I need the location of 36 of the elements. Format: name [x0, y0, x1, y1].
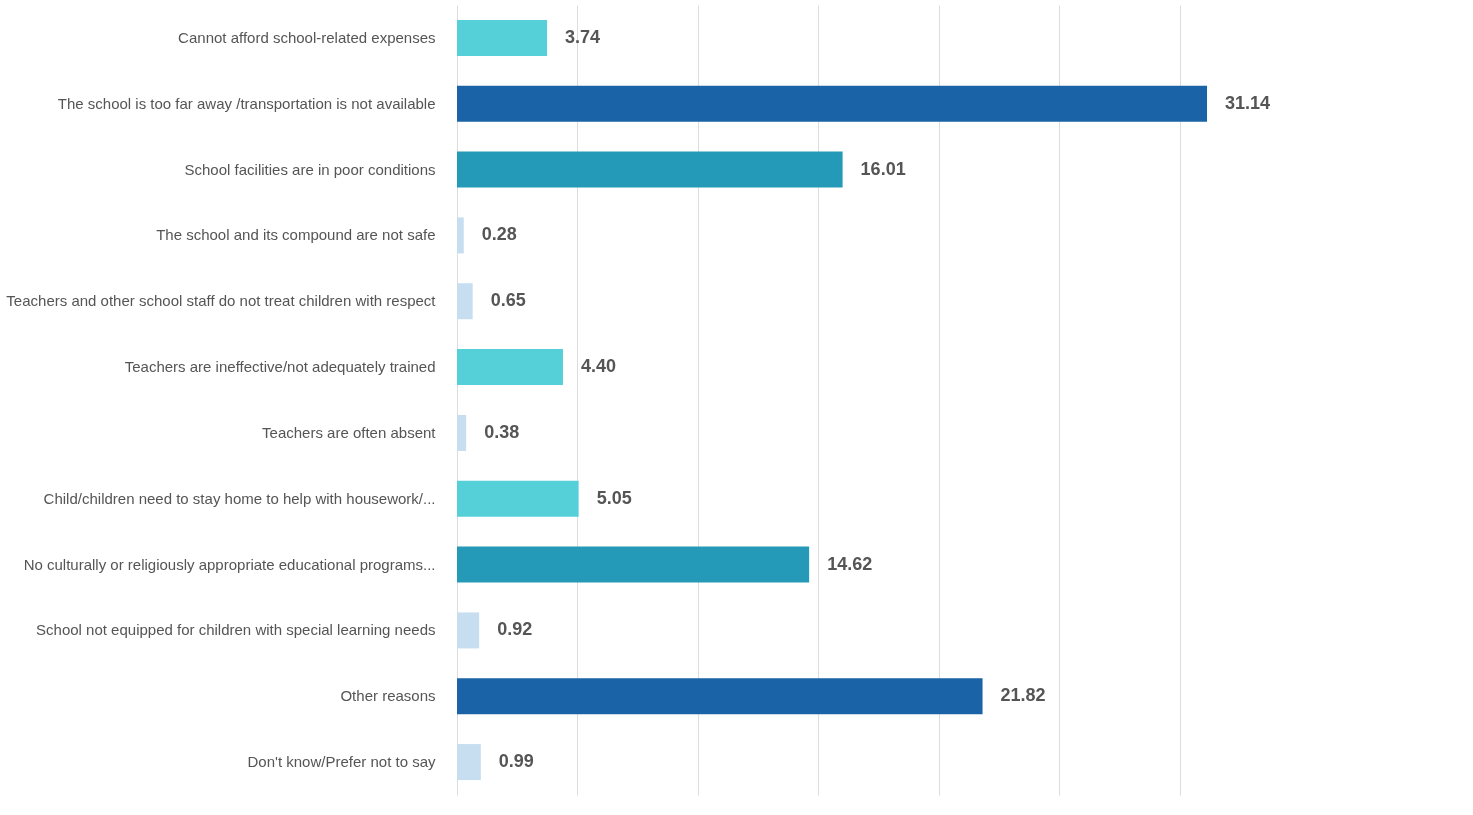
data-label: 14.62 [827, 553, 873, 574]
y-tick-label: Teachers are ineffective/not adequately trained [124, 358, 436, 376]
data-label: 3.74 [565, 26, 601, 47]
y-tick-label: The school and its compound are not safe [156, 226, 436, 244]
y-tick-label: School not equipped for children with special learning needs [36, 621, 436, 639]
bar [457, 85, 1208, 122]
data-label: 4.40 [580, 356, 617, 377]
data-label: 0.92 [497, 619, 533, 640]
bar [457, 744, 481, 781]
bar [457, 283, 473, 320]
y-tick-label: Child/children need to stay home to help with housework/... [43, 489, 436, 507]
y-tick-label: Teachers and other school staff do not treat children with respect [6, 292, 437, 310]
y-tick-label: No culturally or religiously appropriate educational programs... [23, 555, 436, 573]
data-label: 31.14 [1225, 92, 1271, 113]
data-label: 0.65 [490, 290, 526, 311]
y-tick-label: Other reasons [340, 687, 436, 705]
y-tick-label: Teachers are often absent [262, 423, 437, 441]
bar [457, 414, 467, 451]
data-label: 0.28 [481, 224, 517, 245]
data-label: 5.05 [596, 487, 632, 508]
bar [457, 19, 548, 56]
bar [457, 678, 983, 715]
data-label: 21.82 [1000, 685, 1046, 706]
bar [457, 349, 563, 386]
bar [457, 151, 843, 188]
y-tick-label: Cannot afford school-related expenses [178, 28, 436, 46]
bar [457, 612, 480, 649]
y-tick-label: Don't know/Prefer not to say [247, 753, 436, 771]
y-tick-label: School facilities are in poor conditions [184, 160, 436, 178]
bar [457, 546, 810, 583]
data-label: 0.99 [498, 751, 534, 772]
data-label: 16.01 [860, 158, 906, 179]
data-label: 0.38 [484, 421, 520, 442]
y-tick-label: The school is too far away /transportation is not available [57, 94, 436, 112]
bar [457, 480, 579, 517]
bar [457, 217, 464, 254]
